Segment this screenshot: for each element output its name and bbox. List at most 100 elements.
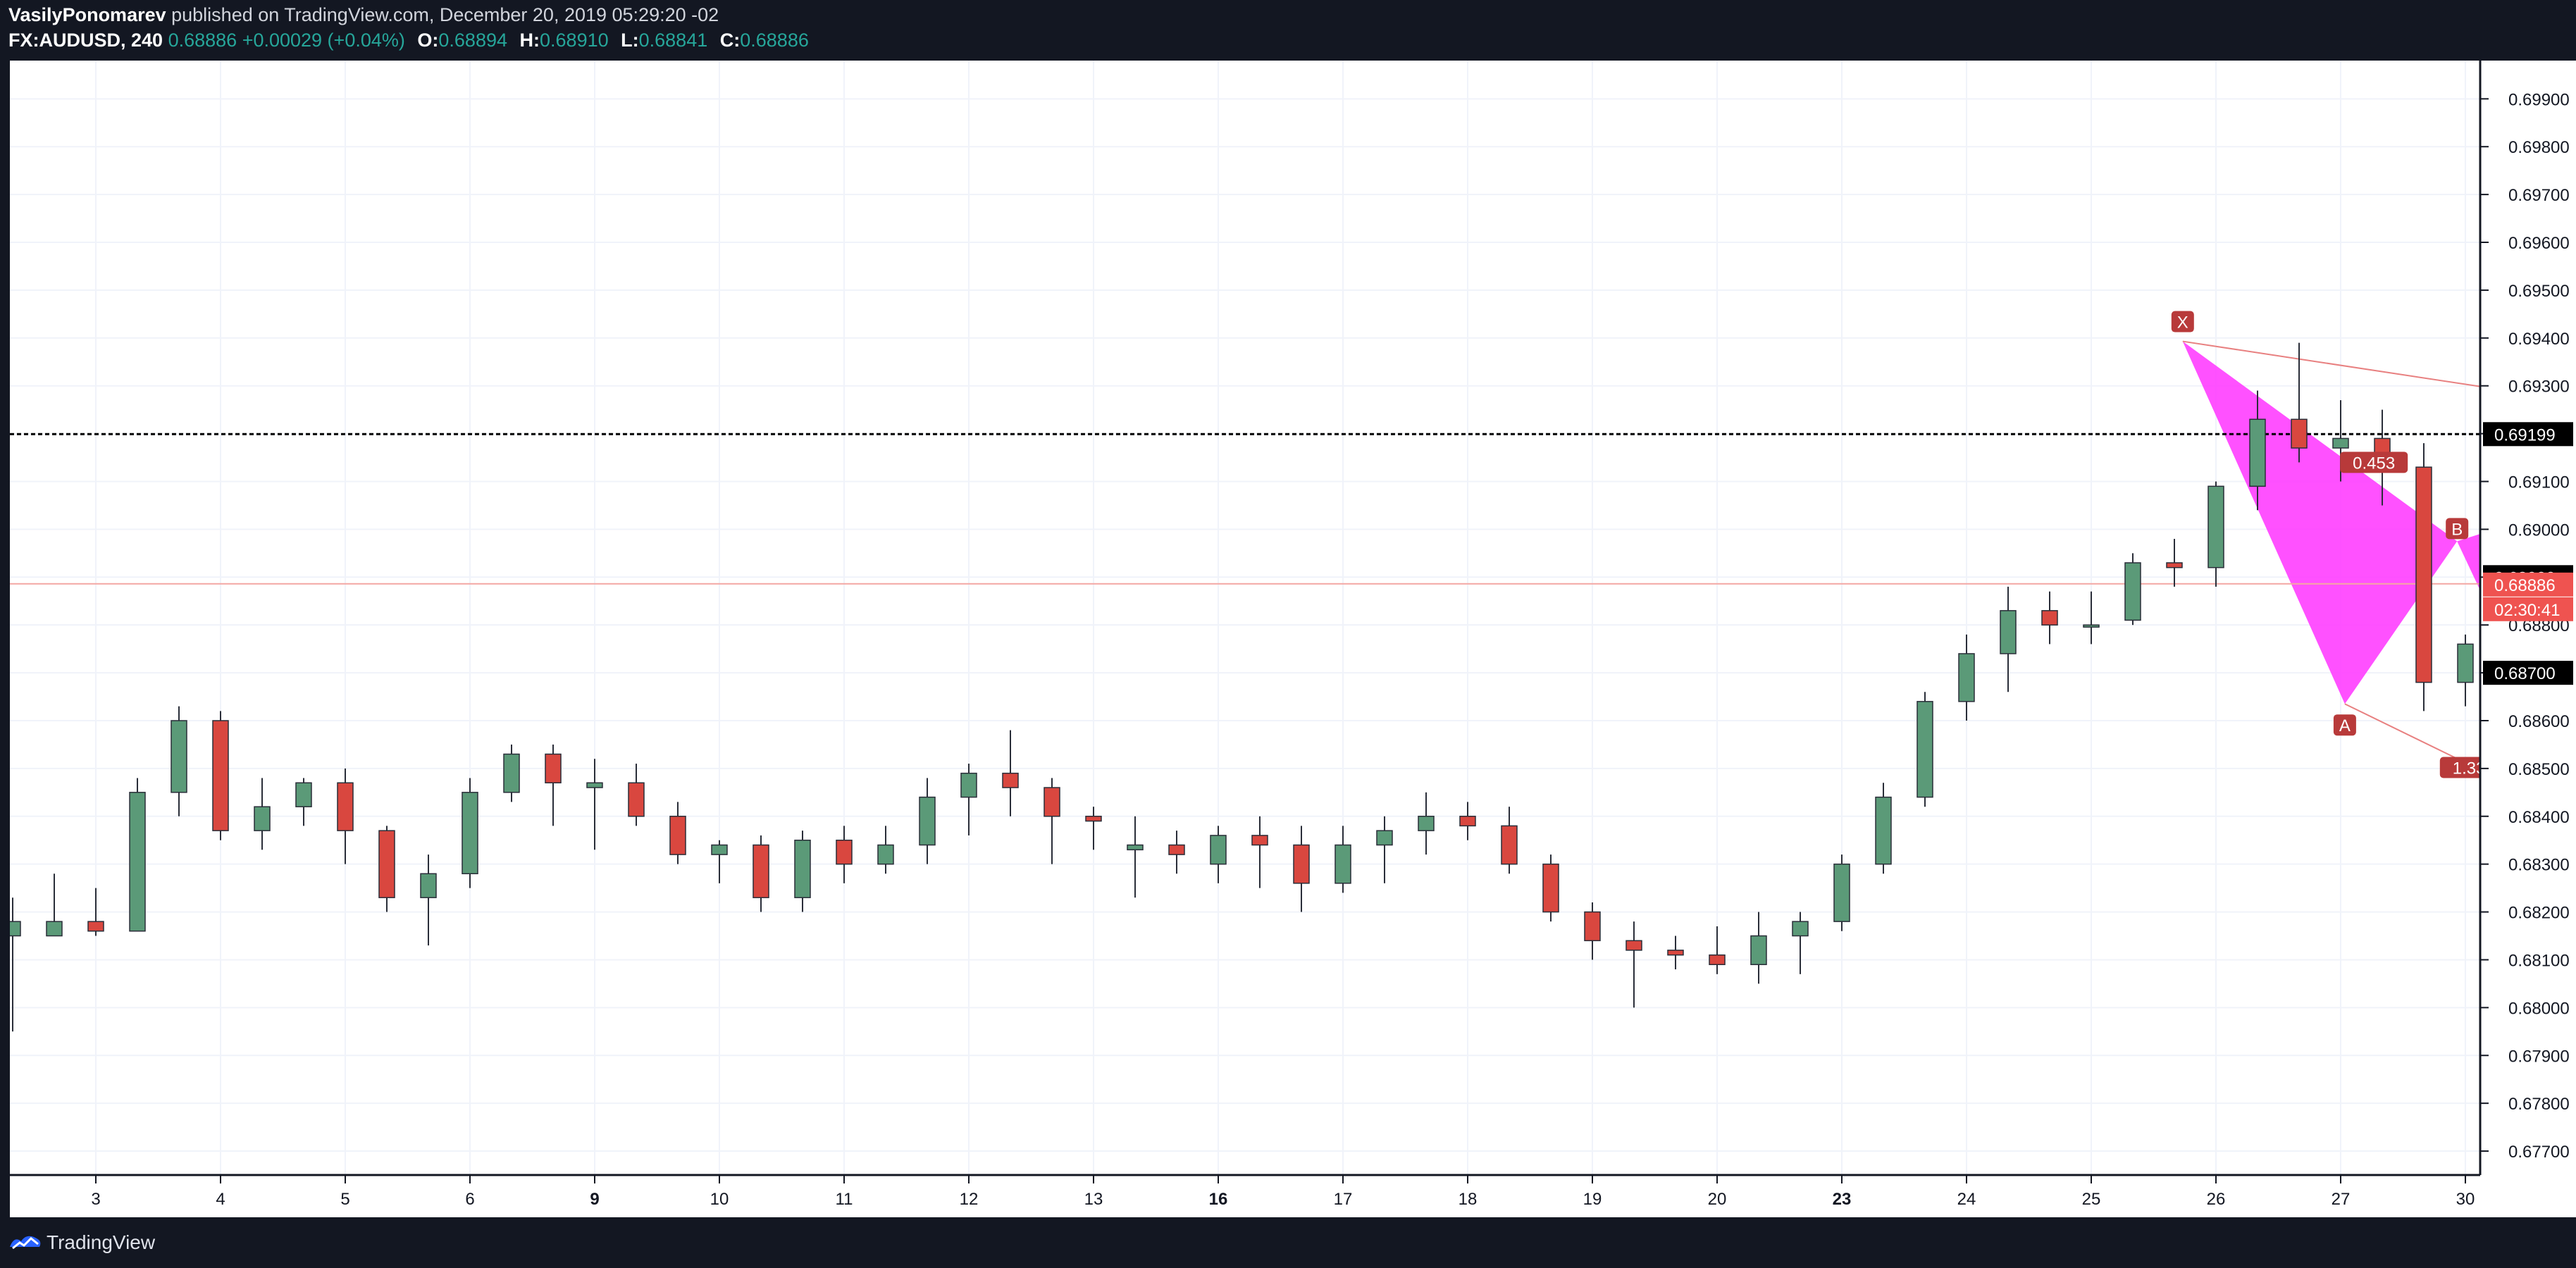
candle[interactable] — [1958, 653, 1975, 702]
time-axis-bg — [0, 1175, 2576, 1217]
candle[interactable] — [628, 782, 645, 817]
time-axis[interactable]: 3 4 5 6 9 10 11 12 13 16 17 18 19 20 23 24 25 26 27 30 — [0, 61, 2576, 1217]
candle[interactable] — [2249, 418, 2266, 487]
candle[interactable] — [46, 921, 63, 937]
grid-lines — [10, 61, 2480, 1175]
publish-date: published on TradingView.com, December 2… — [166, 4, 719, 25]
close-value: 0.68886 — [740, 30, 809, 51]
candle[interactable] — [254, 806, 271, 831]
candle[interactable] — [2207, 485, 2224, 568]
candle[interactable] — [1293, 844, 1310, 884]
candle[interactable] — [960, 772, 977, 798]
high-value: 0.68910 — [540, 30, 609, 51]
countdown-tag[interactable]: 02:30:41 — [2494, 601, 2560, 620]
tradingview-logo-icon[interactable] — [8, 1231, 42, 1253]
ohlc-legend: FX:AUDUSD, 240 0.68886 +0.00029 (+0.04%)… — [8, 30, 809, 51]
candle[interactable] — [2166, 562, 2183, 568]
chart-footer: TradingView — [0, 1217, 2576, 1268]
symbol-label[interactable]: FX:AUDUSD, 240 — [8, 30, 163, 51]
candle[interactable] — [1542, 863, 1559, 913]
time-tick-label: 24 — [1957, 1190, 1976, 1209]
pattern-point-a[interactable]: A — [2339, 716, 2351, 735]
candle[interactable] — [171, 720, 187, 793]
horizontal-levels[interactable] — [10, 433, 2576, 674]
candle[interactable] — [2332, 437, 2349, 449]
candle[interactable] — [545, 753, 562, 783]
time-tick-label: 5 — [340, 1190, 349, 1209]
candle[interactable] — [2000, 610, 2017, 654]
candles[interactable] — [4, 342, 2576, 1032]
candle[interactable] — [1251, 835, 1268, 846]
pattern-ratio-0[interactable]: 0.453 — [2353, 454, 2395, 473]
price-tick-label: 0.69700 — [2508, 186, 2570, 205]
pattern-point-b[interactable]: B — [2451, 520, 2463, 539]
time-tick-label: 4 — [216, 1190, 225, 1209]
pattern-point-x[interactable]: X — [2177, 313, 2188, 332]
candle[interactable] — [669, 816, 686, 855]
candle[interactable] — [1916, 701, 1933, 798]
candle[interactable] — [378, 830, 395, 898]
candle[interactable] — [1459, 816, 1476, 827]
candle[interactable] — [212, 720, 229, 831]
candle[interactable] — [1626, 940, 1642, 951]
price-axis-bg — [2480, 61, 2576, 1217]
author-name[interactable]: VasilyPonomarev — [8, 4, 166, 25]
candle[interactable] — [2041, 610, 2058, 626]
candle[interactable] — [1210, 835, 1227, 865]
price-tick-label: 0.68000 — [2508, 999, 2570, 1018]
candle[interactable] — [586, 782, 603, 788]
candle[interactable] — [1168, 844, 1185, 855]
candle[interactable] — [2124, 562, 2141, 621]
candle[interactable] — [1792, 921, 1809, 937]
tradingview-brand[interactable]: TradingView — [47, 1231, 156, 1253]
candle[interactable] — [2083, 624, 2100, 628]
candle[interactable] — [711, 844, 728, 855]
chart-background — [0, 61, 2576, 1217]
candle[interactable] — [877, 844, 894, 865]
price-tick-label: 0.69500 — [2508, 282, 2570, 301]
price-tick-label: 0.69000 — [2508, 521, 2570, 540]
candle[interactable] — [919, 796, 936, 846]
candle[interactable] — [1875, 796, 1892, 865]
candle[interactable] — [1127, 844, 1144, 851]
pattern-ratio-0-bg — [2340, 452, 2408, 473]
price-change: +0.00029 (+0.04%) — [242, 30, 405, 51]
candle[interactable] — [1833, 863, 1850, 922]
candle[interactable] — [1044, 787, 1060, 817]
candlestick-chart[interactable]: XABCD0.4530.8091.3681.337 0.677000.67800… — [0, 61, 2576, 1217]
candle[interactable] — [1335, 844, 1351, 884]
price-tick-label: 0.69300 — [2508, 378, 2570, 397]
candle[interactable] — [753, 844, 769, 898]
price-tick-label: 0.69100 — [2508, 473, 2570, 492]
countdown-tag-bg — [2483, 597, 2573, 621]
candle[interactable] — [1501, 825, 1518, 865]
price-axis[interactable]: 0.67700 0.67800 0.67900 0.68000 0.68100 0.682… — [2479, 61, 2576, 1217]
last-price-tag[interactable]: 0.68886 — [2494, 576, 2556, 595]
level-price-tag-2[interactable]: 0.68700 — [2494, 664, 2556, 683]
candle[interactable] — [503, 753, 520, 793]
candle[interactable] — [1667, 950, 1684, 956]
candle[interactable] — [1750, 935, 1767, 966]
candle[interactable] — [420, 873, 437, 898]
candle[interactable] — [1418, 816, 1435, 831]
time-tick-label: 25 — [2082, 1190, 2101, 1209]
candle[interactable] — [129, 792, 146, 932]
candle[interactable] — [794, 839, 811, 898]
candle[interactable] — [337, 782, 354, 831]
candle[interactable] — [1085, 816, 1102, 822]
candle[interactable] — [2457, 643, 2474, 683]
candle[interactable] — [1584, 911, 1601, 942]
close-label: C: — [719, 30, 741, 51]
candle[interactable] — [295, 782, 312, 807]
candle[interactable] — [1002, 772, 1019, 788]
price-tick-label: 0.69400 — [2508, 330, 2570, 349]
candle[interactable] — [836, 839, 853, 865]
candle[interactable] — [462, 792, 478, 874]
candle[interactable] — [1376, 830, 1393, 846]
candle[interactable] — [2291, 418, 2308, 449]
level-price-tag-0[interactable]: 0.69199 — [2494, 425, 2556, 445]
price-tick-label: 0.69800 — [2508, 138, 2570, 157]
candle[interactable] — [87, 921, 104, 932]
candle[interactable] — [1709, 954, 1726, 966]
candle[interactable] — [2415, 466, 2432, 683]
